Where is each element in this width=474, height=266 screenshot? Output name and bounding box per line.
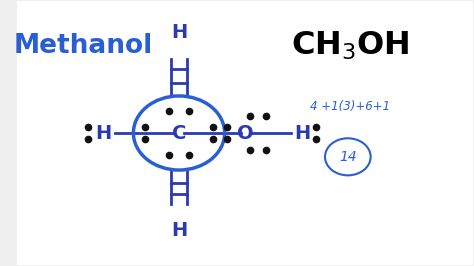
Text: 14: 14 xyxy=(339,150,357,164)
FancyBboxPatch shape xyxy=(17,1,245,265)
Text: C: C xyxy=(172,123,186,143)
Text: H: H xyxy=(294,123,310,143)
Text: CH$_3$OH: CH$_3$OH xyxy=(291,30,410,62)
Text: H: H xyxy=(171,23,187,42)
Text: 4 +1(3)+6+1: 4 +1(3)+6+1 xyxy=(310,100,390,113)
Text: H: H xyxy=(96,123,112,143)
FancyBboxPatch shape xyxy=(245,1,474,265)
Text: H: H xyxy=(171,221,187,240)
Text: O: O xyxy=(237,123,254,143)
Text: Methanol: Methanol xyxy=(14,33,153,59)
